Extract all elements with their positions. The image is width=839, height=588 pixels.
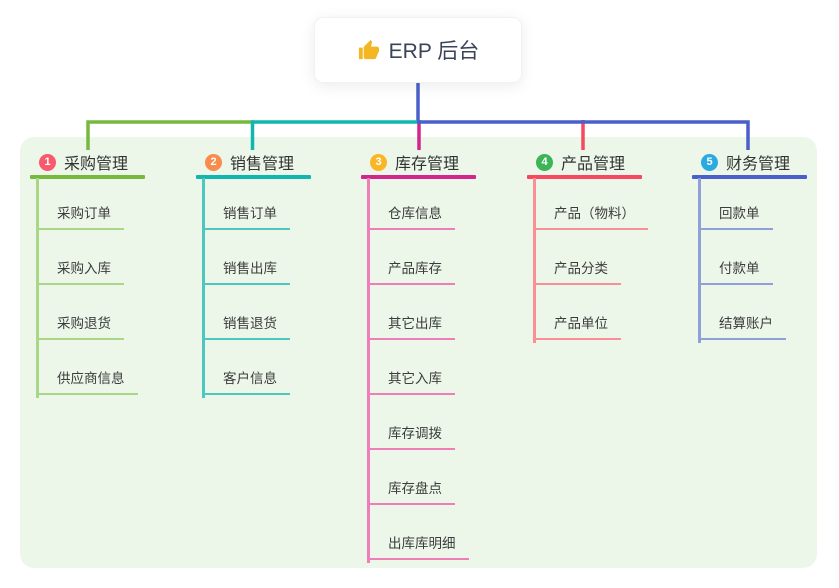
branch-underline (527, 175, 642, 179)
node-item[interactable]: 库存盘点 (367, 480, 455, 505)
node-item[interactable]: 结算账户 (698, 315, 786, 340)
node-item[interactable]: 产品（物料） (533, 205, 648, 230)
branch-child-connector (698, 178, 701, 343)
branch-child-connector (367, 178, 370, 563)
node-item[interactable]: 仓库信息 (367, 205, 455, 230)
branch-badge-2: 2 (205, 153, 222, 171)
node-item[interactable]: 销售出库 (202, 260, 290, 285)
branch-label: 库存管理 (395, 156, 460, 173)
branch-node-inventory[interactable]: 3 库存管理 (370, 150, 459, 174)
branch-underline (30, 175, 145, 179)
node-item[interactable]: 其它入库 (367, 370, 455, 395)
branch-child-connector (36, 178, 39, 398)
root-title: ERP 后台 (388, 40, 480, 63)
node-item[interactable]: 销售订单 (202, 205, 290, 230)
node-item[interactable]: 库存调拨 (367, 425, 455, 450)
branch-column-finance: 5 财务管理 回款单 付款单 结算账户 (692, 137, 839, 568)
node-item[interactable]: 产品单位 (533, 315, 621, 340)
branch-underline (196, 175, 311, 179)
branch-underline (361, 175, 476, 179)
branch-underline (692, 175, 807, 179)
branch-label: 产品管理 (561, 156, 626, 173)
node-item[interactable]: 采购入库 (36, 260, 124, 285)
node-item[interactable]: 回款单 (698, 205, 773, 230)
node-item[interactable]: 产品库存 (367, 260, 455, 285)
branch-badge-1: 1 (39, 153, 56, 171)
branch-child-connector (533, 178, 536, 343)
node-item[interactable]: 其它出库 (367, 315, 455, 340)
branch-label: 销售管理 (230, 156, 295, 173)
node-item[interactable]: 客户信息 (202, 370, 290, 395)
branch-node-purchase[interactable]: 1 采购管理 (39, 150, 128, 174)
node-item[interactable]: 采购订单 (36, 205, 124, 230)
mindmap-panel: 1 采购管理 采购订单 采购入库 采购退货 供应商信息 2 销售管理 销售订单 … (20, 137, 817, 568)
branch-label: 采购管理 (64, 156, 129, 173)
node-item[interactable]: 出库库明细 (367, 535, 469, 560)
branch-node-finance[interactable]: 5 财务管理 (701, 150, 790, 174)
node-item[interactable]: 采购退货 (36, 315, 124, 340)
branch-badge-5: 5 (701, 153, 718, 171)
node-item[interactable]: 供应商信息 (36, 370, 138, 395)
branch-node-sales[interactable]: 2 销售管理 (205, 150, 294, 174)
thumbs-up-icon (358, 39, 379, 59)
node-item[interactable]: 销售退货 (202, 315, 290, 340)
branch-badge-4: 4 (536, 153, 553, 171)
branch-badge-3: 3 (370, 153, 387, 171)
node-item[interactable]: 产品分类 (533, 260, 621, 285)
branch-column-inventory: 3 库存管理 仓库信息 产品库存 其它出库 其它入库 库存调拨 库存盘点 出库库… (361, 137, 526, 568)
branch-column-product: 4 产品管理 产品（物料） 产品分类 产品单位 (527, 137, 692, 568)
branch-column-sales: 2 销售管理 销售订单 销售出库 销售退货 客户信息 (196, 137, 361, 568)
branch-column-purchase: 1 采购管理 采购订单 采购入库 采购退货 供应商信息 (30, 137, 195, 568)
node-item[interactable]: 付款单 (698, 260, 773, 285)
root-node[interactable]: ERP 后台 (314, 17, 522, 83)
branch-label: 财务管理 (726, 156, 791, 173)
branch-node-product[interactable]: 4 产品管理 (536, 150, 625, 174)
branch-child-connector (202, 178, 205, 398)
